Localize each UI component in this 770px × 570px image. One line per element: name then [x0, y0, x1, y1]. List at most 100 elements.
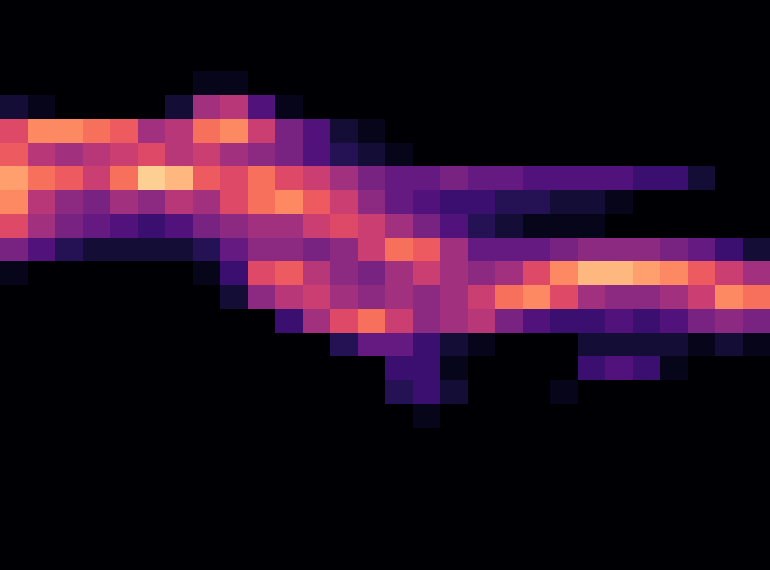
- heat-cell: [523, 0, 551, 24]
- heat-cell: [523, 380, 551, 404]
- heat-cell: [0, 166, 28, 190]
- heat-cell: [495, 546, 523, 570]
- heat-cell: [330, 523, 358, 547]
- heat-cell: [0, 356, 28, 380]
- heat-cell: [550, 261, 578, 285]
- heat-cell: [110, 95, 138, 119]
- heat-cell: [578, 404, 606, 428]
- heat-cell: [413, 24, 441, 48]
- heat-cell: [28, 238, 56, 262]
- heat-cell: [275, 404, 303, 428]
- heat-cell: [83, 119, 111, 143]
- heat-cell: [303, 166, 331, 190]
- heat-cell: [248, 119, 276, 143]
- heat-cell: [550, 119, 578, 143]
- heat-cell: [330, 380, 358, 404]
- heat-cell: [83, 333, 111, 357]
- heat-cell: [688, 214, 716, 238]
- heat-cell: [743, 48, 770, 72]
- heat-cell: [523, 475, 551, 499]
- heat-cell: [468, 119, 496, 143]
- heat-cell: [358, 546, 386, 570]
- heat-cell: [110, 451, 138, 475]
- heat-cell: [0, 48, 28, 72]
- heat-cell: [0, 261, 28, 285]
- heat-cell: [385, 309, 413, 333]
- heat-cell: [330, 546, 358, 570]
- heat-cell: [413, 166, 441, 190]
- heat-cell: [275, 333, 303, 357]
- heat-cell: [385, 333, 413, 357]
- heat-cell: [83, 48, 111, 72]
- heat-cell: [55, 475, 83, 499]
- heat-cell: [275, 285, 303, 309]
- heat-cell: [330, 333, 358, 357]
- heat-cell: [715, 428, 743, 452]
- heat-cell: [385, 238, 413, 262]
- heat-cell: [660, 309, 688, 333]
- heat-cell: [660, 238, 688, 262]
- heat-cell: [413, 499, 441, 523]
- heat-cell: [165, 48, 193, 72]
- heat-cell: [440, 261, 468, 285]
- heat-cell: [578, 238, 606, 262]
- heat-cell: [303, 285, 331, 309]
- heat-cell: [193, 499, 221, 523]
- heat-cell: [743, 523, 770, 547]
- heat-cell: [413, 380, 441, 404]
- heat-cell: [28, 428, 56, 452]
- heat-cell: [385, 190, 413, 214]
- heat-cell: [83, 214, 111, 238]
- heat-cell: [550, 238, 578, 262]
- heat-cell: [358, 380, 386, 404]
- heat-cell: [468, 356, 496, 380]
- heat-cell: [248, 95, 276, 119]
- heat-cell: [523, 285, 551, 309]
- heat-cell: [220, 0, 248, 24]
- heat-cell: [110, 380, 138, 404]
- heat-cell: [28, 404, 56, 428]
- heat-cell: [28, 214, 56, 238]
- heat-cell: [303, 546, 331, 570]
- heat-cell: [220, 380, 248, 404]
- heat-cell: [303, 0, 331, 24]
- heat-cell: [468, 285, 496, 309]
- heat-cell: [0, 238, 28, 262]
- heat-cell: [193, 238, 221, 262]
- heat-cell: [0, 428, 28, 452]
- heat-cell: [578, 261, 606, 285]
- heat-cell: [303, 356, 331, 380]
- heat-cell: [0, 95, 28, 119]
- heat-cell: [523, 166, 551, 190]
- heat-cell: [275, 0, 303, 24]
- heat-cell: [605, 333, 633, 357]
- heat-cell: [330, 428, 358, 452]
- heat-cell: [578, 95, 606, 119]
- heat-cell: [440, 380, 468, 404]
- heat-cell: [358, 143, 386, 167]
- heat-cell: [715, 71, 743, 95]
- heat-cell: [440, 404, 468, 428]
- heat-cell: [110, 143, 138, 167]
- heat-cell: [275, 24, 303, 48]
- heat-cell: [605, 404, 633, 428]
- heat-cell: [660, 119, 688, 143]
- heat-cell: [468, 24, 496, 48]
- heat-cell: [688, 404, 716, 428]
- heat-cell: [110, 24, 138, 48]
- heat-cell: [330, 24, 358, 48]
- heat-cell: [303, 309, 331, 333]
- heat-cell: [633, 95, 661, 119]
- heat-cell: [523, 190, 551, 214]
- heat-cell: [468, 309, 496, 333]
- heat-cell: [55, 0, 83, 24]
- heat-cell: [303, 24, 331, 48]
- heat-cell: [605, 214, 633, 238]
- heat-cell: [385, 71, 413, 95]
- heat-cell: [660, 214, 688, 238]
- heat-cell: [743, 190, 770, 214]
- heat-cell: [220, 214, 248, 238]
- heat-cell: [468, 214, 496, 238]
- heat-cell: [110, 546, 138, 570]
- heat-cell: [275, 71, 303, 95]
